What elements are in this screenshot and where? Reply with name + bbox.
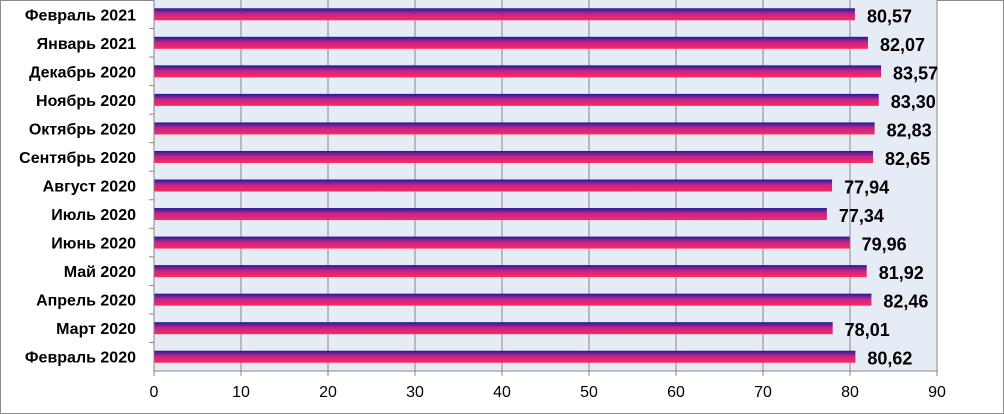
- bar: [154, 36, 869, 49]
- data-label: 83,30: [891, 92, 936, 112]
- category-label: Апрель 2020: [36, 293, 136, 310]
- bar: [154, 350, 856, 363]
- bar: [154, 293, 872, 306]
- category-label: Август 2020: [43, 179, 136, 196]
- data-label: 80,57: [867, 6, 912, 26]
- bar: [154, 208, 827, 221]
- category-label: Май 2020: [64, 264, 136, 281]
- x-tick-label: 50: [580, 384, 598, 401]
- bar: [154, 265, 867, 278]
- x-axis: 0 10 20 30 40 50 60 70 80 90: [149, 0, 946, 401]
- data-label: 77,94: [844, 178, 889, 198]
- data-label: 80,62: [867, 349, 912, 369]
- data-label: 81,92: [879, 263, 924, 283]
- x-tick-label: 0: [150, 384, 159, 401]
- bar: [154, 179, 833, 192]
- category-label: Ноябрь 2020: [36, 93, 136, 110]
- data-labels: 80,57 82,07 83,57 83,30 82,83 82,65 77,94 77,34…: [839, 6, 938, 368]
- x-tick-label: 70: [754, 384, 772, 401]
- data-label: 77,34: [839, 206, 884, 226]
- category-label: Март 2020: [56, 321, 136, 338]
- category-label: Октябрь 2020: [29, 121, 136, 138]
- bar: [154, 8, 855, 21]
- category-label: Февраль 2021: [25, 7, 136, 24]
- category-label: Февраль 2020: [25, 350, 136, 367]
- bars: [154, 8, 882, 363]
- bar: [154, 236, 850, 249]
- bar: [154, 150, 874, 163]
- category-labels: Февраль 2021 Январь 2021 Декабрь 2020 Ноябр…: [19, 7, 136, 366]
- x-tick-label: 10: [232, 384, 250, 401]
- category-label: Сентябрь 2020: [19, 150, 136, 167]
- bar: [154, 65, 882, 78]
- x-tick-label: 30: [406, 384, 424, 401]
- x-tick-label: 40: [493, 384, 511, 401]
- category-label: Июнь 2020: [51, 236, 136, 253]
- x-tick-label: 80: [841, 384, 859, 401]
- category-label: Декабрь 2020: [29, 64, 136, 81]
- data-label: 82,65: [885, 149, 930, 169]
- bar: [154, 322, 833, 335]
- data-label: 78,01: [845, 320, 890, 340]
- x-tick-label: 20: [319, 384, 337, 401]
- bar: [154, 122, 875, 135]
- data-label: 82,07: [880, 35, 925, 55]
- data-label: 82,83: [887, 120, 932, 140]
- x-tick-label: 90: [928, 384, 946, 401]
- category-label: Январь 2021: [37, 36, 136, 53]
- x-tick-label: 60: [667, 384, 685, 401]
- data-label: 83,57: [893, 63, 938, 83]
- data-label: 82,46: [883, 292, 928, 312]
- category-label: Июль 2020: [51, 207, 136, 224]
- data-label: 79,96: [862, 235, 907, 255]
- bar: [154, 93, 879, 106]
